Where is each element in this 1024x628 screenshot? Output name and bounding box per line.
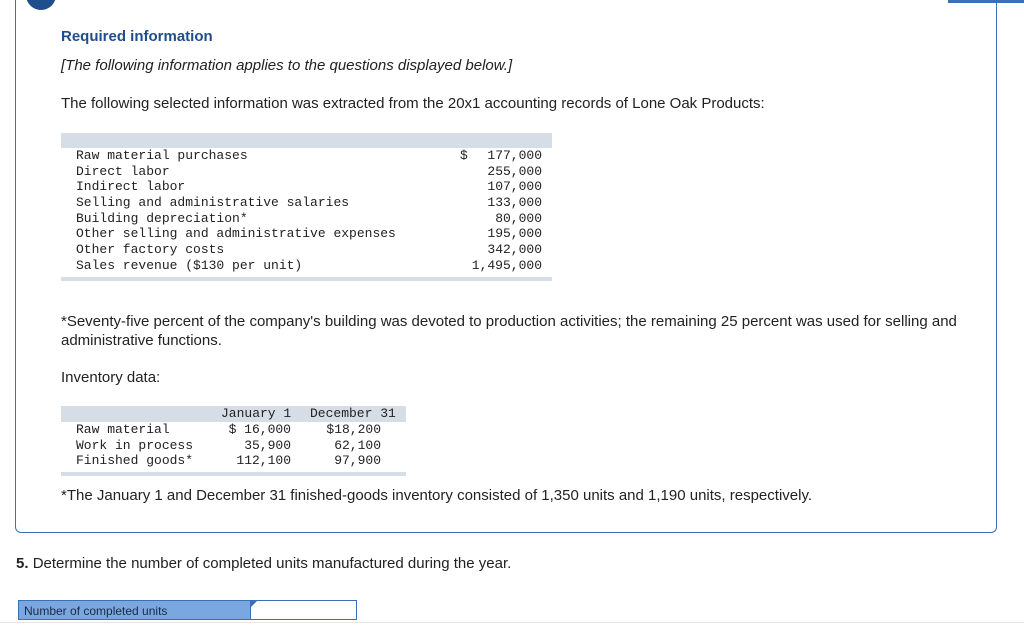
row-label: Raw material: [76, 422, 170, 437]
row-label: Indirect labor: [76, 179, 186, 195]
table-row: Raw material purchases $ 177,000: [61, 148, 552, 164]
table-row: Direct labor 255,000: [61, 164, 552, 180]
table-footer-band: [61, 276, 552, 281]
answer-label: Number of completed units: [18, 600, 251, 620]
row-label: Direct labor: [76, 163, 170, 179]
header-january-1: January 1: [221, 406, 292, 421]
dec-value: 62,100: [334, 437, 381, 453]
inventory-header-row: January 1 December 31: [61, 406, 406, 422]
answer-row: Number of completed units: [18, 600, 357, 620]
table-row: Finished goods* 112,100 97,900: [61, 453, 406, 469]
table-row: Building depreciation* 80,000: [61, 211, 552, 227]
divider: [0, 622, 1024, 623]
header-december-31: December 31: [310, 406, 396, 421]
inventory-table: January 1 December 31 Raw material $ 16,…: [61, 406, 406, 477]
row-label: Building depreciation*: [76, 210, 248, 226]
required-information-title: Required information: [61, 28, 213, 45]
accounts-table: Raw material purchases $ 177,000 Direct …: [61, 133, 552, 281]
row-value: 255,000: [487, 163, 542, 179]
dec-value: $18,200: [326, 422, 381, 437]
row-value: 80,000: [495, 210, 542, 226]
row-label: Selling and administrative salaries: [76, 195, 350, 211]
row-value: 107,000: [487, 179, 542, 195]
jan-value: $ 16,000: [228, 422, 291, 437]
question-number: 5.: [16, 555, 29, 572]
table-row: Other selling and administrative expense…: [61, 226, 552, 242]
row-label: Finished goods*: [76, 453, 194, 469]
dec-value: 97,900: [334, 453, 381, 469]
currency-symbol: $: [460, 148, 468, 163]
table-header-band: [61, 133, 552, 148]
inventory-title: Inventory data:: [61, 369, 161, 386]
table-row: Selling and administrative salaries 133,…: [61, 195, 552, 211]
row-value: 1,495,000: [471, 257, 542, 273]
applies-note: [The following information applies to th…: [61, 57, 513, 74]
row-value: 177,000: [487, 148, 542, 163]
row-label: Work in process: [76, 437, 194, 453]
top-accent-bar: [948, 0, 1024, 3]
table-row: Work in process 35,900 62,100: [61, 438, 406, 454]
row-value: 195,000: [487, 226, 542, 242]
panel-badge-icon: [26, 0, 56, 10]
row-label: Sales revenue ($130 per unit): [76, 257, 303, 273]
row-label: Raw material purchases: [76, 148, 248, 163]
intro-text: The following selected information was e…: [61, 95, 765, 112]
finished-goods-footnote: *The January 1 and December 31 finished-…: [61, 487, 813, 504]
table-footer-band: [61, 472, 406, 477]
table-row: Sales revenue ($130 per unit) 1,495,000: [61, 258, 552, 274]
jan-value: 35,900: [244, 437, 291, 453]
building-footnote: *Seventy-five percent of the company's b…: [61, 313, 957, 349]
completed-units-input[interactable]: [251, 600, 357, 620]
jan-value: 112,100: [236, 453, 291, 469]
question-text: Determine the number of completed units …: [32, 555, 512, 572]
row-label: Other factory costs: [76, 242, 225, 258]
table-row: Indirect labor 107,000: [61, 179, 552, 195]
table-row: Other factory costs 342,000: [61, 242, 552, 258]
row-value: 342,000: [487, 242, 542, 258]
row-label: Other selling and administrative expense…: [76, 226, 396, 242]
question-5: 5. Determine the number of completed uni…: [16, 555, 511, 572]
required-information-panel: [15, 0, 997, 533]
table-row: Raw material $ 16,000 $18,200: [61, 422, 406, 438]
row-value: 133,000: [487, 195, 542, 211]
